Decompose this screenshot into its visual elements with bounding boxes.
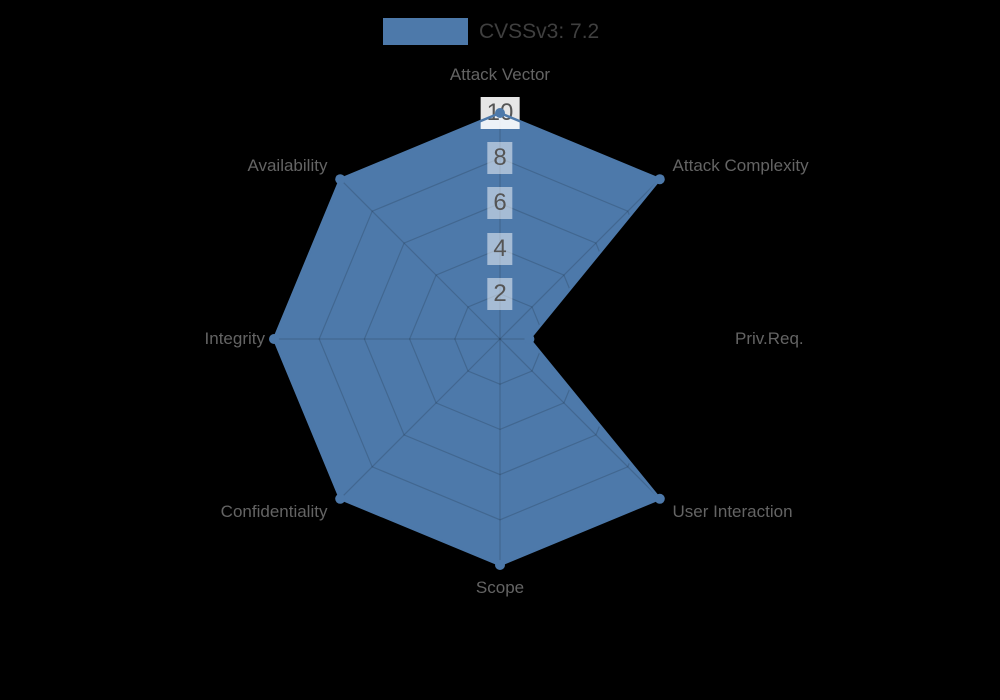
vertex-marker xyxy=(495,560,505,570)
vertex-marker xyxy=(654,493,665,504)
axis-label-attack-complexity: Attack Complexity xyxy=(672,156,809,176)
legend-item[interactable]: CVSSv3: 7.2 xyxy=(383,18,599,45)
legend-label: CVSSv3: 7.2 xyxy=(479,19,600,43)
grid-spoke xyxy=(499,338,661,500)
axis-label-user-interaction: User Interaction xyxy=(672,501,793,521)
axis-label-confidentiality: Confidentiality xyxy=(220,501,328,521)
vertex-marker xyxy=(524,334,535,344)
grid-ring xyxy=(363,202,637,476)
grid-ring xyxy=(454,293,546,385)
tick-label-8: 8 xyxy=(487,142,513,175)
vertex-marker xyxy=(495,108,505,118)
vertex-marker xyxy=(269,334,279,344)
axis-label-attack-vector: Attack Vector xyxy=(449,65,551,85)
tick-label-6: 6 xyxy=(487,187,513,220)
grid-ring xyxy=(318,157,682,521)
vertex-marker xyxy=(335,174,346,185)
vertex-marker xyxy=(335,493,346,504)
grid-spoke xyxy=(339,338,501,500)
grid-spoke xyxy=(499,178,661,340)
axis-label-integrity: Integrity xyxy=(204,329,265,349)
axis-label-availability: Availability xyxy=(247,156,328,176)
tick-label-2: 2 xyxy=(487,277,513,310)
grid-ring xyxy=(408,247,592,431)
axis-label-scope: Scope xyxy=(475,578,525,597)
grid-spoke xyxy=(339,178,501,340)
tick-label-4: 4 xyxy=(487,232,513,265)
legend-swatch xyxy=(383,18,468,45)
axis-label-priv-req: Priv.Req. xyxy=(735,329,804,349)
radar-fill xyxy=(274,113,660,565)
vertex-marker xyxy=(654,174,665,185)
radar-border xyxy=(272,111,662,567)
